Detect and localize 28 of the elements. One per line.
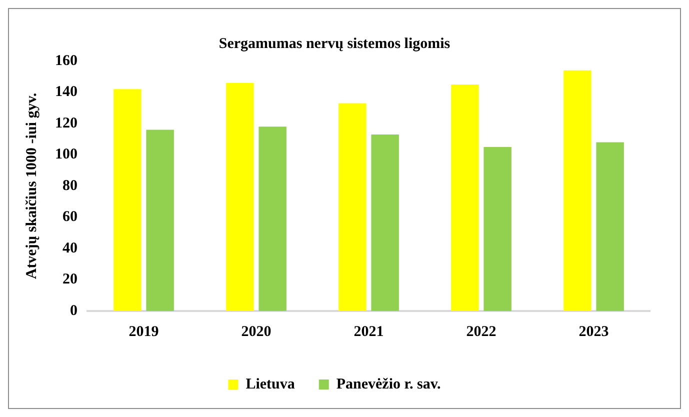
y-tick-label: 0 — [70, 302, 78, 319]
y-axis-title: Atvejų skaičius 1000 -iui gyv. — [24, 92, 40, 280]
x-tick-label: 2020 — [241, 324, 272, 340]
y-tick-label: 80 — [62, 178, 78, 194]
x-tick-label: 2022 — [466, 324, 496, 340]
bar — [146, 130, 174, 311]
y-tick-label: 60 — [62, 209, 78, 226]
legend-label: Panevėžio r. sav. — [336, 376, 442, 392]
y-tick-label: 120 — [55, 115, 78, 132]
y-tick-label: 100 — [55, 146, 78, 163]
bar — [451, 84, 479, 311]
bar — [338, 103, 366, 311]
bar — [371, 134, 399, 311]
bar — [258, 126, 286, 311]
x-tick-label: 2023 — [578, 324, 609, 340]
bar — [484, 146, 512, 311]
y-tick-label: 40 — [62, 240, 78, 256]
x-tick-label: 2019 — [128, 324, 159, 340]
y-tick-label: 20 — [62, 272, 78, 288]
bar — [596, 142, 624, 311]
y-tick-label: 160 — [55, 52, 78, 69]
y-tick-label: 140 — [55, 84, 78, 100]
x-tick-label: 2021 — [354, 324, 384, 340]
bar — [114, 89, 142, 311]
legend-label: Lietuva — [246, 376, 296, 392]
bar — [226, 82, 254, 311]
chart-title: Sergamumas nervų sistemos ligomis — [218, 36, 450, 52]
bar — [564, 70, 592, 311]
